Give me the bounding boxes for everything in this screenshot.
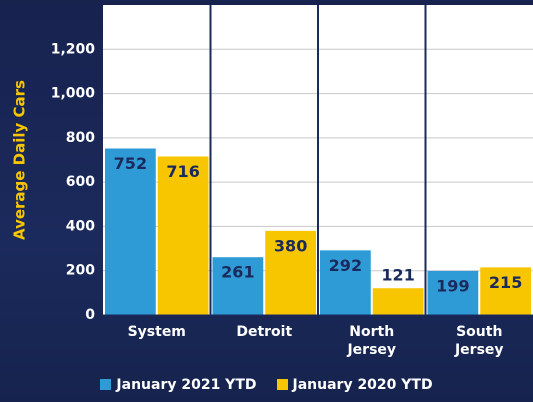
legend-item: January 2021 YTD — [100, 377, 257, 393]
data-label: 215 — [489, 273, 522, 292]
data-label: 199 — [436, 276, 469, 295]
data-label: 121 — [381, 266, 414, 285]
y-tick-label: 1,200 — [51, 41, 96, 57]
data-label: 380 — [274, 236, 307, 255]
legend-item: January 2020 YTD — [276, 377, 433, 393]
y-axis-label: Average Daily Cars — [11, 80, 29, 240]
data-label: 716 — [166, 162, 199, 181]
bar — [320, 250, 371, 315]
y-tick-label: 200 — [66, 263, 95, 279]
legend-label: January 2021 YTD — [116, 377, 257, 393]
data-label: 292 — [329, 256, 362, 275]
y-tick-label: 0 — [85, 307, 95, 323]
data-label: 752 — [114, 154, 147, 173]
bar — [480, 267, 531, 315]
bar — [265, 230, 316, 315]
bar — [105, 148, 156, 315]
bar — [212, 257, 264, 315]
legend-swatch — [276, 379, 288, 390]
y-tick-label: 600 — [66, 174, 95, 190]
x-tick-label: North Jersey — [347, 324, 397, 358]
y-tick-label: 1,000 — [51, 86, 96, 102]
bar — [427, 270, 479, 315]
x-tick-label: South Jersey — [454, 324, 504, 358]
legend-label: January 2020 YTD — [292, 377, 433, 393]
x-tick-label: System — [127, 324, 186, 340]
legend: January 2021 YTD January 2020 YTD — [0, 377, 533, 393]
y-tick-label: 800 — [66, 130, 95, 146]
bar — [372, 288, 424, 315]
legend-swatch — [100, 379, 112, 390]
y-tick-label: 400 — [66, 218, 95, 234]
bar — [157, 156, 209, 315]
x-tick-label: Detroit — [236, 324, 293, 340]
data-label: 261 — [221, 263, 254, 282]
